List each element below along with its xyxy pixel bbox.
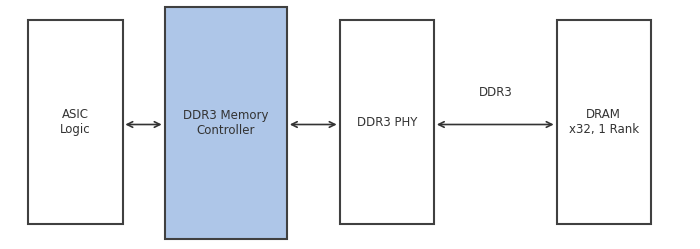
Text: ASIC
Logic: ASIC Logic xyxy=(60,108,90,136)
Bar xyxy=(340,20,434,224)
Text: DDR3 Memory
Controller: DDR3 Memory Controller xyxy=(183,109,269,137)
Text: DDR3: DDR3 xyxy=(478,86,512,99)
Text: DDR3 PHY: DDR3 PHY xyxy=(356,116,417,128)
Text: DRAM
x32, 1 Rank: DRAM x32, 1 Rank xyxy=(568,108,639,136)
Bar xyxy=(28,20,122,224)
Bar xyxy=(164,7,287,239)
Bar xyxy=(556,20,651,224)
